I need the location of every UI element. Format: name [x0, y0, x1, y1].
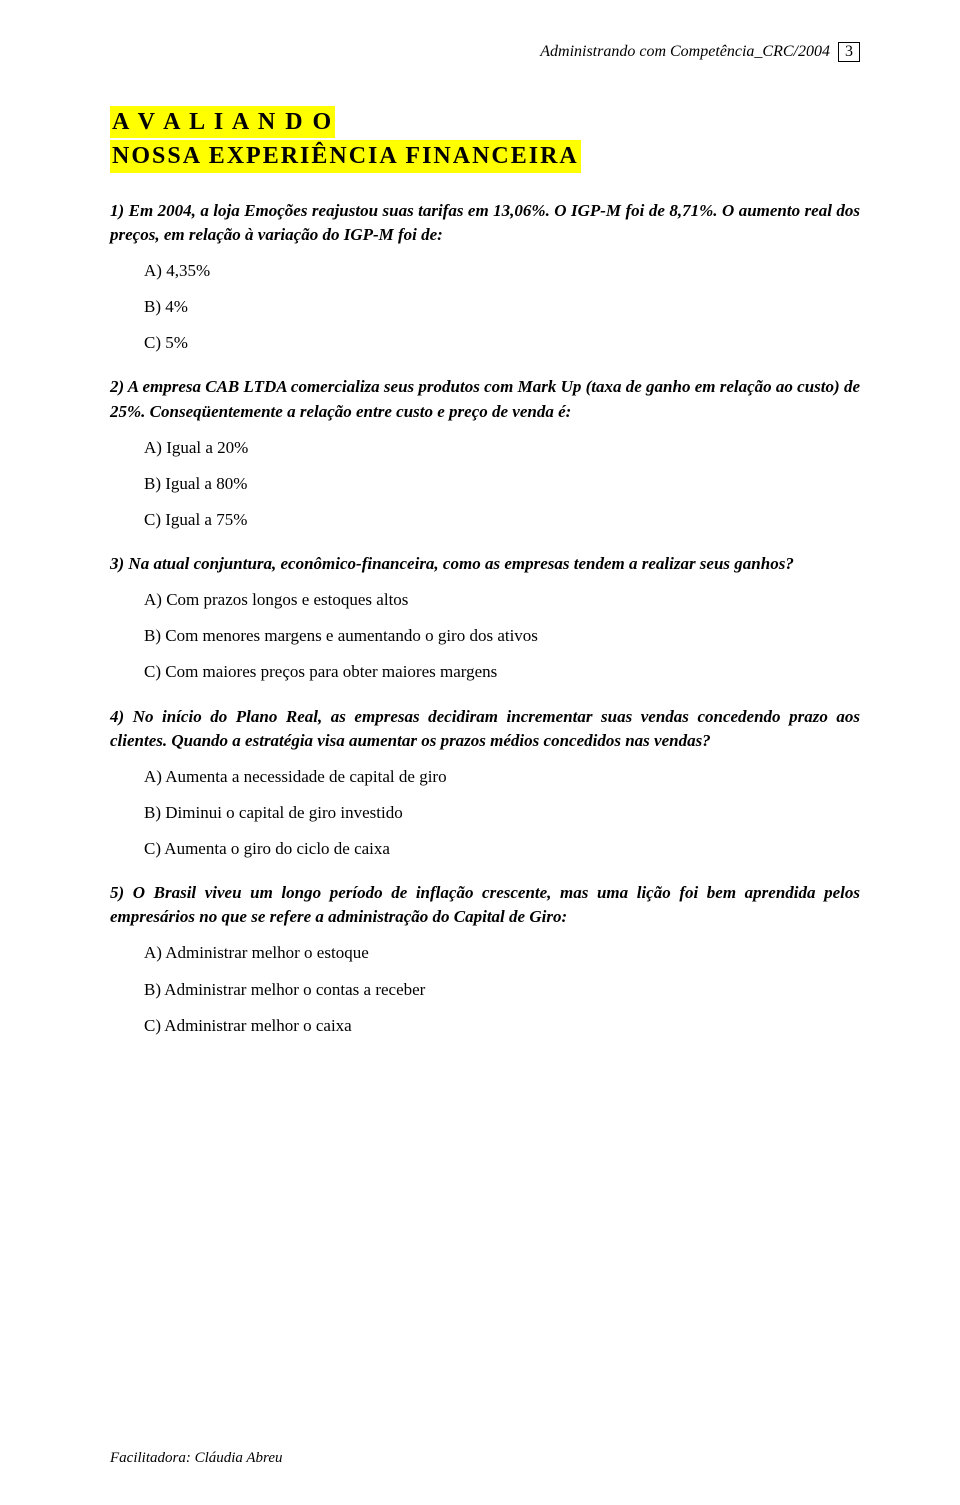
question-3-prompt: 3) Na atual conjuntura, econômico-financ… [110, 552, 860, 576]
document-page: Administrando com Competência_CRC/2004 3… [0, 0, 960, 1505]
question-2-option-b: B) Igual a 80% [144, 472, 860, 496]
question-1-option-c: C) 5% [144, 331, 860, 355]
page-number: 3 [838, 42, 860, 62]
page-header: Administrando com Competência_CRC/2004 3 [110, 42, 860, 62]
question-4-option-a: A) Aumenta a necessidade de capital de g… [144, 765, 860, 789]
question-4-options: A) Aumenta a necessidade de capital de g… [144, 765, 860, 861]
question-1-option-b: B) 4% [144, 295, 860, 319]
question-4-prompt: 4) No início do Plano Real, as empresas … [110, 705, 860, 753]
question-1-option-a: A) 4,35% [144, 259, 860, 283]
question-1-prompt: 1) Em 2004, a loja Emoções reajustou sua… [110, 199, 860, 247]
question-2-option-c: C) Igual a 75% [144, 508, 860, 532]
question-3-option-a: A) Com prazos longos e estoques altos [144, 588, 860, 612]
question-3-options: A) Com prazos longos e estoques altos B)… [144, 588, 860, 684]
question-5-prompt: 5) O Brasil viveu um longo período de in… [110, 881, 860, 929]
question-3-option-c: C) Com maiores preços para obter maiores… [144, 660, 860, 684]
title-line-2: NOSSA EXPERIÊNCIA FINANCEIRA [110, 140, 581, 172]
header-text: Administrando com Competência_CRC/2004 [540, 43, 830, 60]
question-5-option-b: B) Administrar melhor o contas a receber [144, 978, 860, 1002]
question-2-option-a: A) Igual a 20% [144, 436, 860, 460]
page-footer: Facilitadora: Cláudia Abreu [110, 1450, 283, 1467]
question-1-options: A) 4,35% B) 4% C) 5% [144, 259, 860, 355]
question-2-options: A) Igual a 20% B) Igual a 80% C) Igual a… [144, 436, 860, 532]
question-5-option-a: A) Administrar melhor o estoque [144, 941, 860, 965]
question-2-prompt: 2) A empresa CAB LTDA comercializa seus … [110, 375, 860, 423]
question-4-option-b: B) Diminui o capital de giro investido [144, 801, 860, 825]
title-line-1: A V A L I A N D O [110, 106, 335, 138]
question-4-option-c: C) Aumenta o giro do ciclo de caixa [144, 837, 860, 861]
question-5-option-c: C) Administrar melhor o caixa [144, 1014, 860, 1038]
title-block: A V A L I A N D O NOSSA EXPERIÊNCIA FINA… [110, 106, 860, 173]
question-3-option-b: B) Com menores margens e aumentando o gi… [144, 624, 860, 648]
question-5-options: A) Administrar melhor o estoque B) Admin… [144, 941, 860, 1037]
